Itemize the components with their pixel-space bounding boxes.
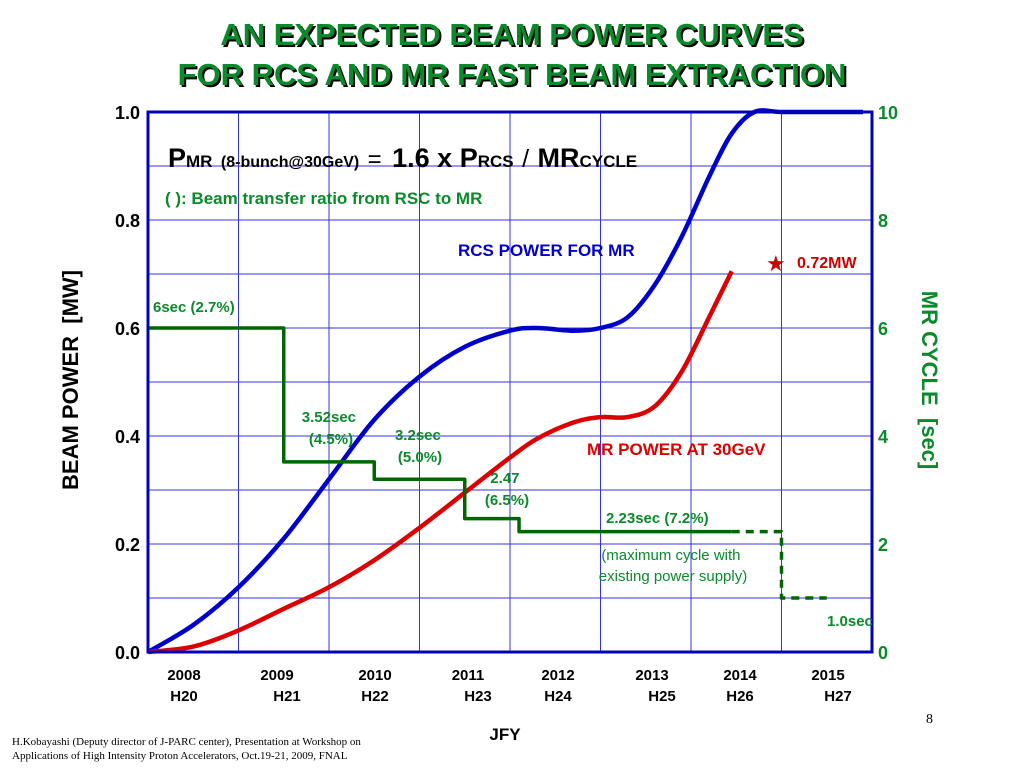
x-tick-label: 2014 H26 bbox=[723, 667, 757, 705]
mr-power-line bbox=[147, 270, 734, 655]
x-tick-label: 2008 H20 bbox=[167, 667, 200, 705]
footer-line-1: H.Kobayashi (Deputy director of J-PARC c… bbox=[12, 736, 361, 748]
series bbox=[146, 108, 863, 655]
cycle-label-223sec: 2.23sec (7.2%) bbox=[606, 510, 709, 527]
slide-title-line2: FOR RCS AND MR FAST BEAM EXTRACTION bbox=[177, 57, 847, 92]
y2-tick-label: 8 bbox=[878, 211, 888, 231]
y2-tick-label: 10 bbox=[878, 103, 898, 123]
y2-tick-label: 6 bbox=[878, 319, 888, 339]
y2-tick-label: 2 bbox=[878, 535, 888, 555]
y-tick-label: 0.2 bbox=[115, 535, 140, 555]
x-axis-ticks: 2008 H20 2009 H21 2010 H22 2011 H23 2012 H24 2013 H… bbox=[167, 667, 851, 705]
y-axis-label: BEAM POWER [MW] bbox=[58, 270, 83, 490]
mr-cycle-dashed-line bbox=[731, 529, 827, 600]
supply-note: (maximum cycle with existing power suppl… bbox=[599, 547, 747, 585]
star-marker: ★ bbox=[766, 251, 786, 276]
y2-axis-label: MR CYCLE [sec] bbox=[917, 291, 942, 469]
x-tick-label: 2015 H27 bbox=[811, 667, 851, 705]
y-tick-label: 0.4 bbox=[115, 427, 140, 447]
cycle-label-32sec: 3.2sec (5.0%) bbox=[395, 427, 445, 466]
footer-line-2: Applications of High Intensity Proton Ac… bbox=[12, 750, 348, 762]
y-tick-label: 0.6 bbox=[115, 319, 140, 339]
rcs-series-label: RCS POWER FOR MR bbox=[458, 241, 635, 260]
formula: PMR (8-bunch@30GeV) = 1.6 x PRCS / MRCYC… bbox=[168, 143, 637, 173]
y-tick-label: 0.8 bbox=[115, 211, 140, 231]
footer-citation: H.Kobayashi (Deputy director of J-PARC c… bbox=[12, 735, 452, 763]
x-tick-label: 2009 H21 bbox=[260, 667, 300, 705]
page-number: 8 bbox=[926, 712, 933, 727]
y-axis-ticks: 0.0 0.2 0.4 0.6 0.8 1.0 bbox=[115, 103, 140, 663]
y-tick-label: 0.0 bbox=[115, 643, 140, 663]
y2-axis-ticks: 0 2 4 6 8 10 bbox=[878, 103, 898, 663]
x-tick-label: 2010 H22 bbox=[358, 667, 391, 705]
y-tick-label: 1.0 bbox=[115, 103, 140, 123]
cycle-label-247: 2.47 (6.5%) bbox=[485, 470, 529, 509]
star-value-label: 0.72MW bbox=[797, 255, 857, 272]
cycle-label-1sec: 1.0sec bbox=[827, 613, 873, 630]
y2-tick-label: 0 bbox=[878, 643, 888, 663]
rcs-power-line bbox=[146, 108, 863, 654]
slide-title-line1: AN EXPECTED BEAM POWER CURVES bbox=[220, 17, 804, 52]
x-tick-label: 2012 H24 bbox=[541, 667, 574, 705]
plot-frame bbox=[146, 110, 874, 654]
transfer-ratio-note: ( ): Beam transfer ratio from RSC to MR bbox=[165, 189, 482, 208]
x-axis-label: JFY bbox=[489, 725, 521, 744]
grid bbox=[148, 112, 872, 652]
x-tick-label: 2011 H23 bbox=[452, 667, 492, 705]
cycle-label-6sec: 6sec (2.7%) bbox=[153, 299, 235, 316]
mr-series-label: MR POWER AT 30GeV bbox=[587, 440, 766, 459]
cycle-label-352sec: 3.52sec (4.5%) bbox=[302, 409, 360, 448]
y2-tick-label: 4 bbox=[878, 427, 888, 447]
mr-cycle-line bbox=[148, 326, 732, 534]
x-tick-label: 2013 H25 bbox=[635, 667, 675, 705]
